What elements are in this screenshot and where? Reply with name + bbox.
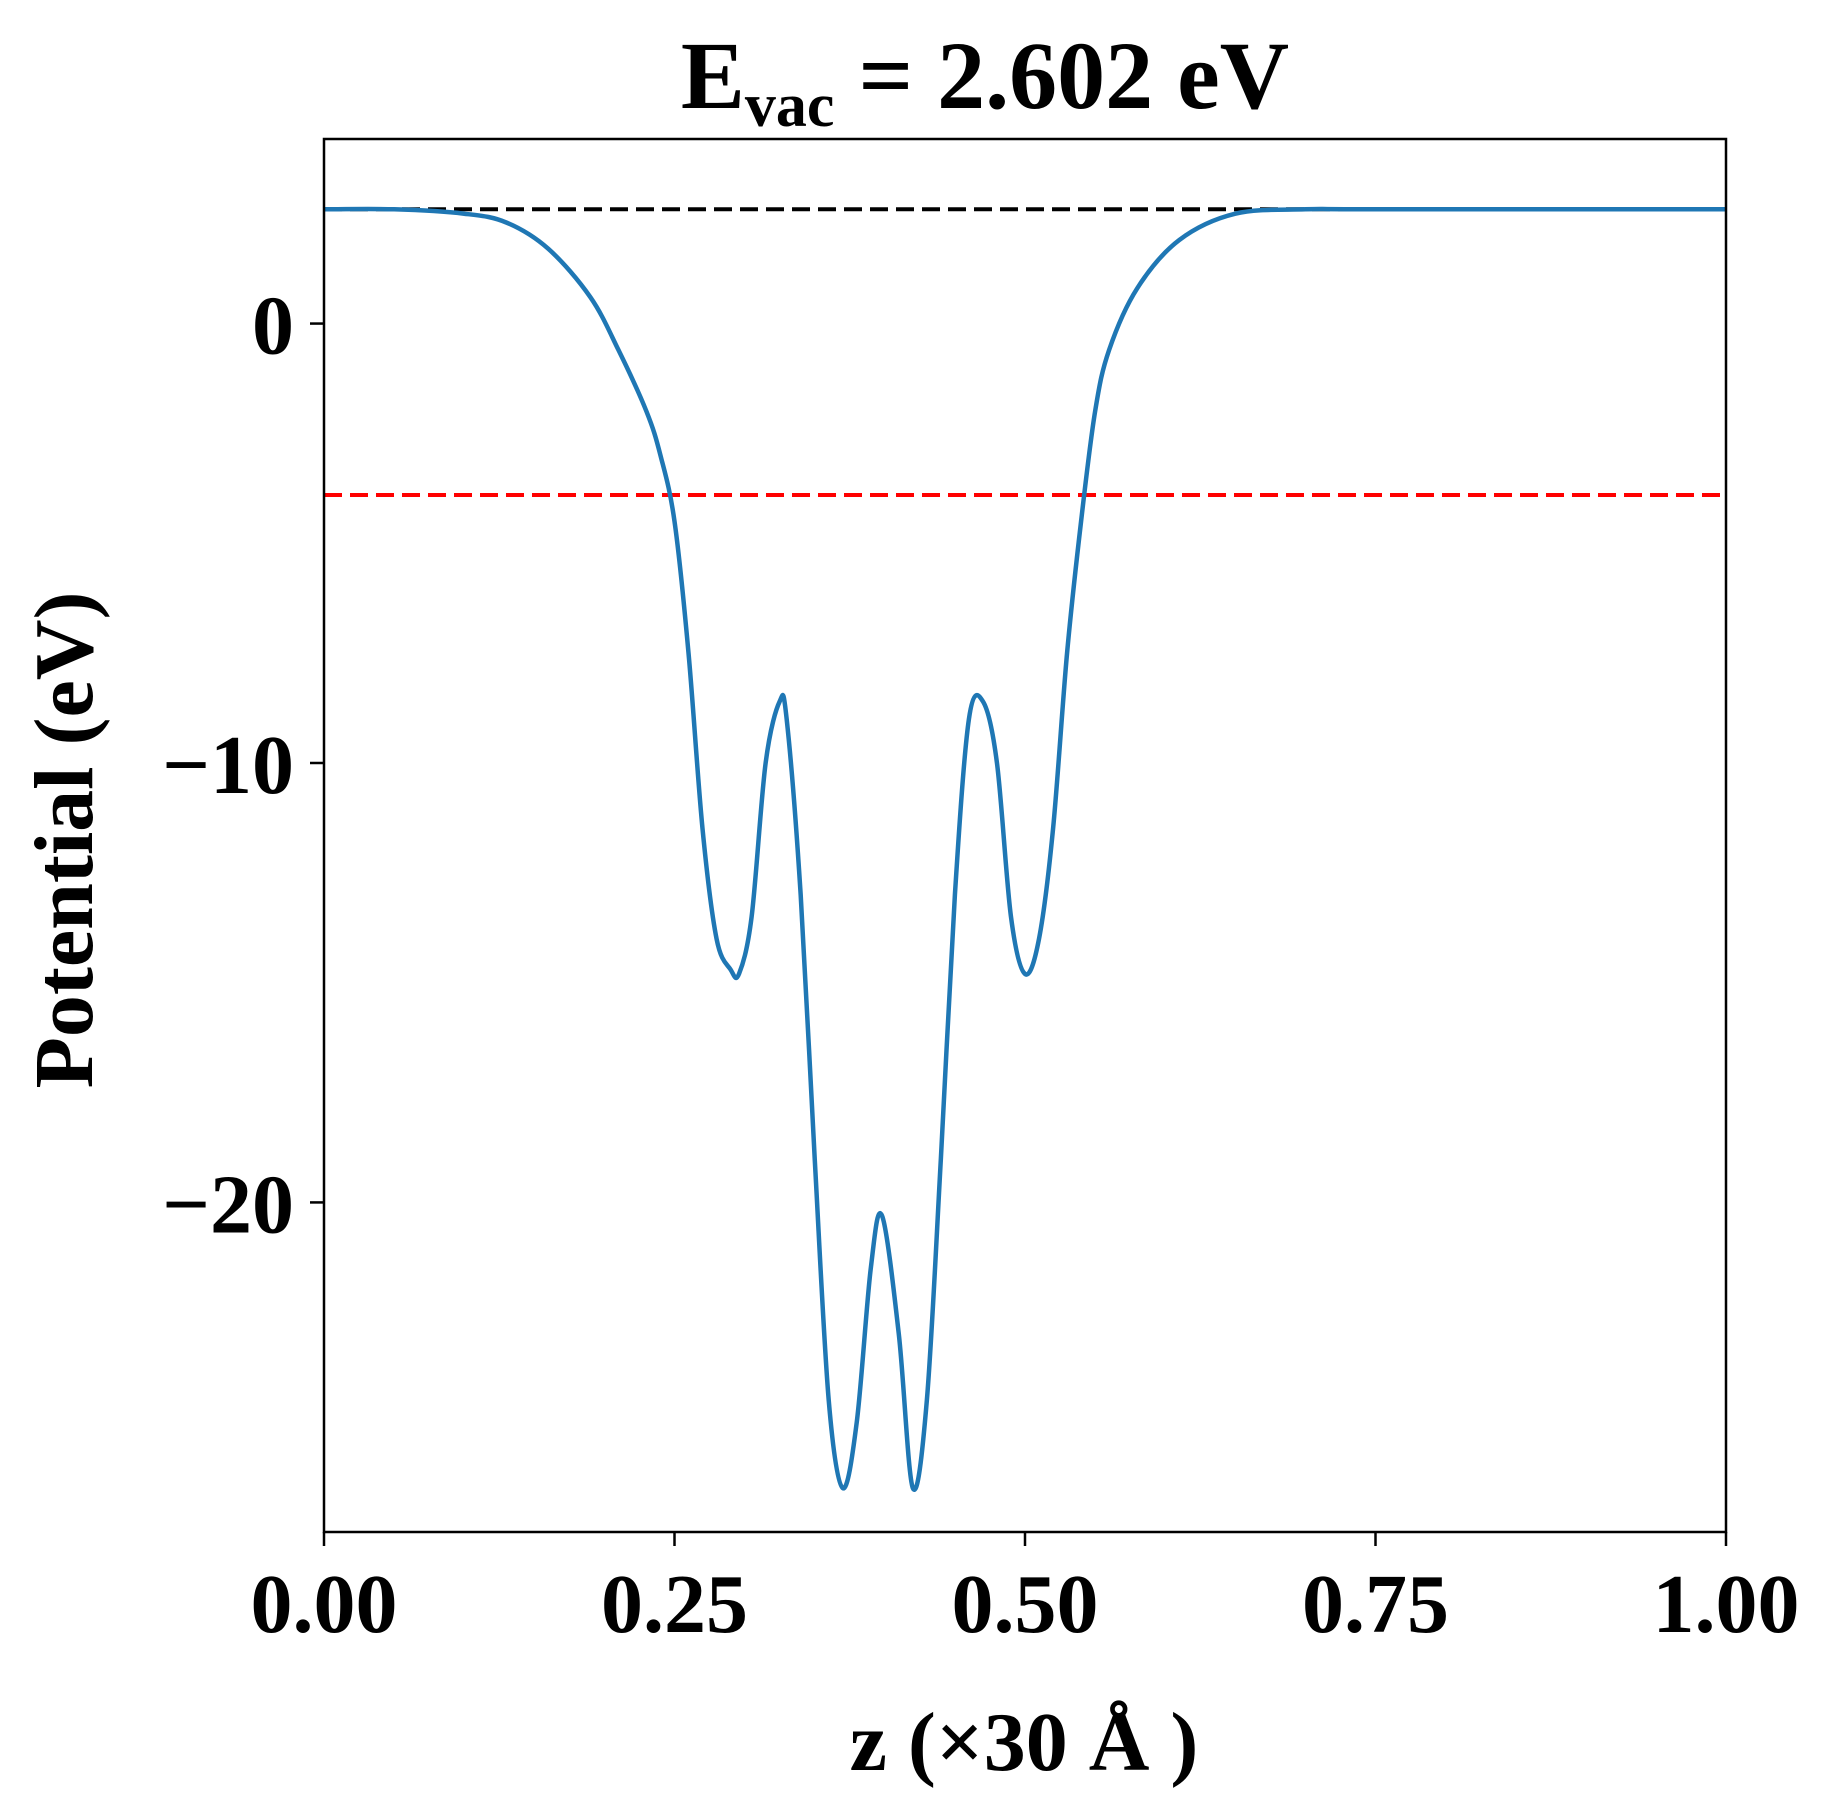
- y-tick-label: 0: [252, 280, 294, 373]
- y-tick-label: −10: [162, 719, 294, 812]
- reference-lines: [324, 207, 1726, 497]
- x-axis-ticks: 0.00 0.25 0.50 0.75 1.00: [251, 1532, 1800, 1651]
- y-tick-label: −20: [162, 1158, 294, 1251]
- x-axis-label: z (×30 Å ): [850, 1696, 1199, 1789]
- title-subscript: vac: [745, 72, 835, 140]
- y-axis-ticks: 0 −10 −20: [162, 280, 324, 1251]
- series-line-0: [323, 206, 1726, 1492]
- x-tick-label: 0.25: [601, 1558, 748, 1651]
- chart-title: Evac = 2.602 eV: [681, 22, 1289, 140]
- plot-area: 0.00 0.25 0.50 0.75 1.00 0 −10 −20: [162, 137, 1800, 1651]
- y-axis-label: Potential (eV): [18, 592, 111, 1089]
- x-tick-label: 0.50: [952, 1558, 1099, 1651]
- x-tick-label: 1.00: [1653, 1558, 1800, 1651]
- x-tick-label: 0.00: [251, 1558, 398, 1651]
- title-rest: = 2.602 eV: [834, 22, 1289, 129]
- x-tick-label: 0.75: [1302, 1558, 1449, 1651]
- series-layer: [323, 206, 1726, 1492]
- plot-frame: [322, 137, 1728, 1534]
- title-main: E: [681, 22, 745, 129]
